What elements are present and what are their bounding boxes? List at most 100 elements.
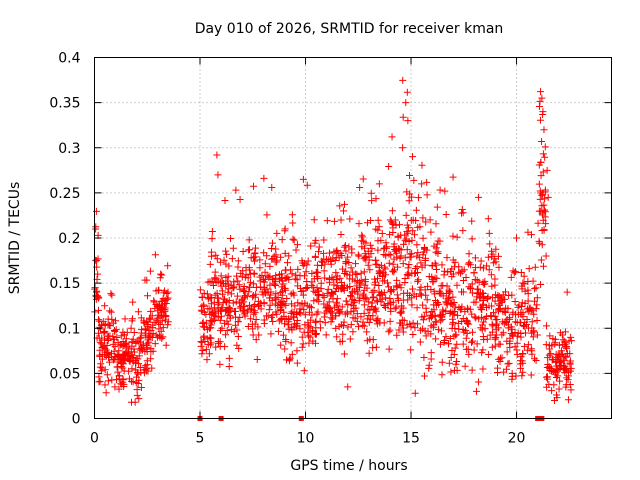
data-point (217, 312, 225, 320)
data-point (251, 244, 259, 252)
data-point (369, 344, 377, 352)
data-point (401, 274, 409, 282)
data-point (474, 285, 482, 293)
data-point (409, 227, 417, 235)
data-point (432, 220, 440, 228)
data-point (434, 248, 442, 256)
y-tick-label: 0.05 (49, 366, 80, 382)
data-point (95, 306, 103, 314)
data-point (121, 350, 129, 358)
data-point (374, 216, 382, 224)
data-point (304, 319, 312, 327)
data-point (95, 316, 103, 324)
data-point (159, 324, 167, 332)
data-point (261, 268, 269, 276)
data-point (245, 301, 253, 309)
data-point (337, 230, 345, 238)
data-point (281, 249, 289, 257)
data-point (208, 235, 216, 243)
data-point (198, 293, 206, 301)
data-point (402, 211, 410, 219)
data-point (117, 359, 125, 367)
data-point (321, 274, 329, 282)
data-point (442, 333, 450, 341)
data-point (96, 325, 104, 333)
data-point (122, 349, 130, 357)
data-point (376, 291, 384, 299)
data-point (459, 227, 467, 235)
data-point (360, 301, 368, 309)
data-point (327, 292, 335, 300)
data-point (288, 308, 296, 316)
data-point (522, 329, 530, 337)
data-point (272, 308, 280, 316)
data-point (309, 337, 317, 345)
data-point (434, 237, 442, 245)
data-point (164, 262, 172, 270)
data-point (104, 315, 112, 323)
data-point (561, 339, 569, 347)
data-point (346, 215, 354, 223)
data-point (331, 288, 339, 296)
data-point (249, 254, 257, 262)
data-point (465, 320, 473, 328)
data-point (260, 284, 268, 292)
data-point (366, 241, 374, 249)
data-point (527, 345, 535, 353)
data-point (274, 327, 282, 335)
data-point (417, 259, 425, 267)
data-point (263, 252, 271, 260)
data-point (371, 306, 379, 314)
data-point (530, 328, 538, 336)
data-point (266, 301, 274, 309)
data-point (438, 358, 446, 366)
data-point (540, 206, 548, 214)
data-point (260, 299, 268, 307)
data-point (468, 280, 476, 288)
data-point (388, 267, 396, 275)
data-point (137, 326, 145, 334)
data-point (293, 347, 301, 355)
data-point (234, 277, 242, 285)
data-point (292, 246, 300, 254)
data-point (465, 250, 473, 258)
data-point (485, 266, 493, 274)
data-point (216, 316, 224, 324)
data-point (272, 295, 280, 303)
data-point (400, 317, 408, 325)
data-point (378, 229, 386, 237)
data-point (552, 366, 560, 374)
data-point (481, 315, 489, 323)
data-point (529, 277, 537, 285)
data-point (409, 216, 417, 224)
data-point (567, 364, 575, 372)
data-point (412, 292, 420, 300)
data-point (296, 325, 304, 333)
data-point (320, 267, 328, 275)
data-point (309, 283, 317, 291)
data-point (360, 268, 368, 276)
data-point (213, 151, 221, 159)
data-point (300, 367, 308, 375)
data-point (317, 279, 325, 287)
data-point (429, 275, 437, 283)
data-point (328, 288, 336, 296)
data-point (263, 211, 271, 219)
data-point (531, 263, 539, 271)
data-point (480, 280, 488, 288)
data-point (360, 255, 368, 263)
data-point (214, 171, 222, 179)
data-point (241, 273, 249, 281)
data-point (532, 305, 540, 313)
plot-frame (94, 57, 612, 419)
data-point (277, 253, 285, 261)
data-point (411, 389, 419, 397)
data-point (484, 253, 492, 261)
data-point (372, 343, 380, 351)
data-point (272, 251, 280, 259)
data-point (541, 195, 549, 203)
data-point (408, 294, 416, 302)
data-point (426, 216, 434, 224)
data-point (329, 254, 337, 262)
data-point (246, 283, 254, 291)
